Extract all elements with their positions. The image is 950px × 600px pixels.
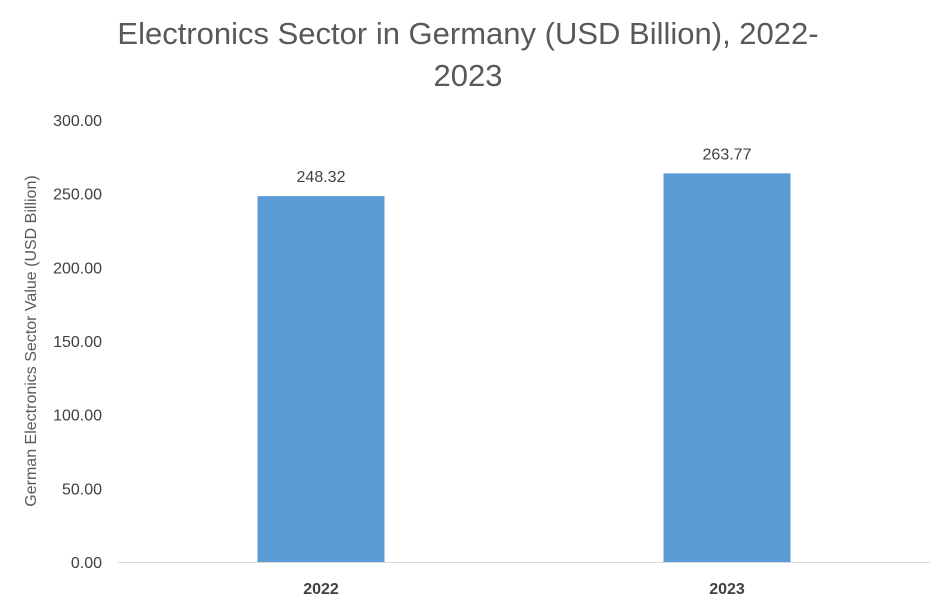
bars-group (257, 173, 791, 563)
y-tick-label: 150.00 (53, 334, 102, 351)
x-axis-ticks: 2022 2023 (303, 581, 745, 598)
y-tick-label: 100.00 (53, 408, 102, 425)
x-tick-label-2022: 2022 (303, 581, 339, 598)
data-label-2022: 248.32 (297, 169, 346, 186)
y-tick-label: 50.00 (62, 481, 102, 498)
y-tick-label: 0.00 (71, 555, 102, 572)
y-axis-ticks: 0.00 50.00 100.00 150.00 200.00 250.00 300.00 (53, 113, 102, 572)
y-tick-label: 200.00 (53, 260, 102, 277)
bar-2022 (257, 196, 385, 563)
chart-title-line-1: Electronics Sector in Germany (USD Billi… (117, 16, 818, 51)
data-labels-group: 248.32 263.77 (297, 146, 752, 186)
y-tick-label: 250.00 (53, 187, 102, 204)
y-tick-label: 300.00 (53, 113, 102, 130)
bar-2023 (663, 173, 791, 563)
chart-title: Electronics Sector in Germany (USD Billi… (117, 16, 818, 93)
x-tick-label-2023: 2023 (709, 581, 745, 598)
data-label-2023: 263.77 (703, 146, 752, 163)
y-axis-title: German Electronics Sector Value (USD Bil… (23, 175, 40, 506)
chart-title-line-2: 2023 (434, 58, 503, 93)
